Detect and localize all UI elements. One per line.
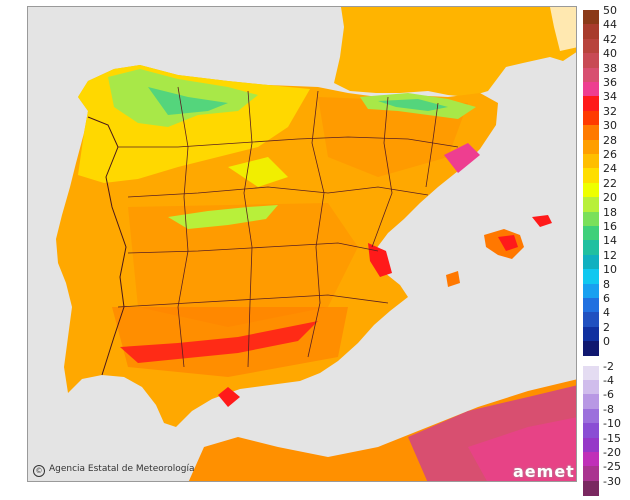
scale-swatch (583, 437, 599, 453)
scale-swatch (583, 110, 599, 126)
scale-swatch (583, 10, 599, 25)
scale-swatch (583, 283, 599, 299)
scale-swatch (583, 168, 599, 184)
scale-swatch (583, 67, 599, 83)
scale-label: 0 (603, 335, 610, 349)
scale-label: 32 (603, 104, 617, 118)
scale-label: 12 (603, 248, 617, 262)
mallorca-hot (498, 235, 518, 251)
scale-swatch (583, 269, 599, 285)
scale-swatch (583, 326, 599, 342)
scale-label: 18 (603, 205, 617, 219)
scale-swatch (583, 240, 599, 256)
valencia-hot (368, 243, 392, 277)
scale-label: 10 (603, 263, 617, 277)
scale-label: -15 (603, 431, 621, 445)
scale-swatch (583, 182, 599, 198)
scale-swatch (583, 380, 599, 395)
scale-label: 16 (603, 220, 617, 233)
scale-label: 14 (603, 234, 617, 248)
scale-label: -8 (603, 402, 614, 416)
scale-label: 40 (603, 47, 617, 61)
scale-label: 22 (603, 176, 617, 190)
central-system (168, 205, 278, 229)
scale-label: 8 (603, 277, 610, 291)
scale-label: -30 (603, 474, 621, 488)
agency-credit: © Agencia Estatal de Meteorología (33, 464, 195, 477)
scale-swatch (583, 38, 599, 54)
scale-swatch (583, 312, 599, 328)
menorca (532, 215, 552, 227)
scale-swatch (583, 452, 599, 467)
africa-desert-hot (468, 417, 576, 481)
scale-label: 30 (603, 119, 617, 133)
portugal-border (87, 116, 127, 376)
scale-swatch (583, 139, 599, 155)
scale-label: 24 (603, 162, 617, 176)
france-region (334, 7, 576, 97)
scale-label: -4 (603, 374, 614, 387)
scale-label: -25 (603, 460, 621, 474)
scale-label: 34 (603, 90, 617, 104)
scale-swatch (583, 154, 599, 169)
scale-swatch (583, 480, 599, 496)
france-cool-corner (550, 7, 576, 51)
scale-label: 20 (603, 191, 617, 205)
scale-swatch (583, 254, 599, 270)
scale-swatch (583, 197, 599, 213)
malaga-hot (218, 387, 240, 407)
map-canvas (28, 7, 576, 481)
temperature-map: aemet (27, 6, 577, 482)
scale-label: 26 (603, 148, 617, 161)
scale-swatch (583, 226, 599, 241)
catalonia-coast (444, 143, 480, 173)
ibiza (446, 271, 460, 287)
scale-label: 44 (603, 18, 617, 32)
scale-label: 2 (603, 320, 610, 334)
guadalquivir-hot (120, 321, 318, 363)
scale-label: 38 (603, 61, 617, 75)
scale-label: -2 (603, 359, 614, 373)
scale-swatch (583, 24, 599, 40)
iberian-system (228, 157, 288, 187)
copyright-icon: © (33, 465, 45, 477)
pyrenees-cold-peaks (378, 99, 448, 111)
scale-label: -20 (603, 446, 621, 459)
scale-swatch (583, 125, 599, 141)
scale-swatch (583, 96, 599, 112)
cantabrian-cold-peaks (148, 87, 228, 115)
scale-label: 4 (603, 306, 610, 320)
scale-label: 42 (603, 32, 617, 46)
scale-label: -10 (603, 417, 621, 431)
province-boundaries (117, 86, 459, 368)
scale-swatch (583, 82, 599, 97)
scale-label: -6 (603, 388, 614, 402)
scale-label: 28 (603, 133, 617, 147)
interior-hot-zone (128, 203, 358, 327)
scale-label: 36 (603, 76, 617, 89)
scale-swatch (583, 408, 599, 424)
scale-swatch (583, 394, 599, 410)
scale-label: 50 (603, 4, 617, 17)
scale-swatch (583, 423, 599, 439)
scale-swatch (583, 53, 599, 69)
aemet-logo: aemet (513, 462, 575, 481)
scale-swatch (583, 341, 599, 357)
scale-swatch (583, 365, 599, 381)
scale-swatch (583, 211, 599, 227)
scale-swatch (583, 466, 599, 482)
scale-swatch (583, 298, 599, 313)
temperature-scale: 50 44 42 40 38 36 34 32 30 28 26 24 22 20 18 16 14 12 10 8 6… (583, 5, 627, 496)
agency-name: Agencia Estatal de Meteorología (49, 464, 195, 474)
scale-label: 6 (603, 292, 610, 305)
